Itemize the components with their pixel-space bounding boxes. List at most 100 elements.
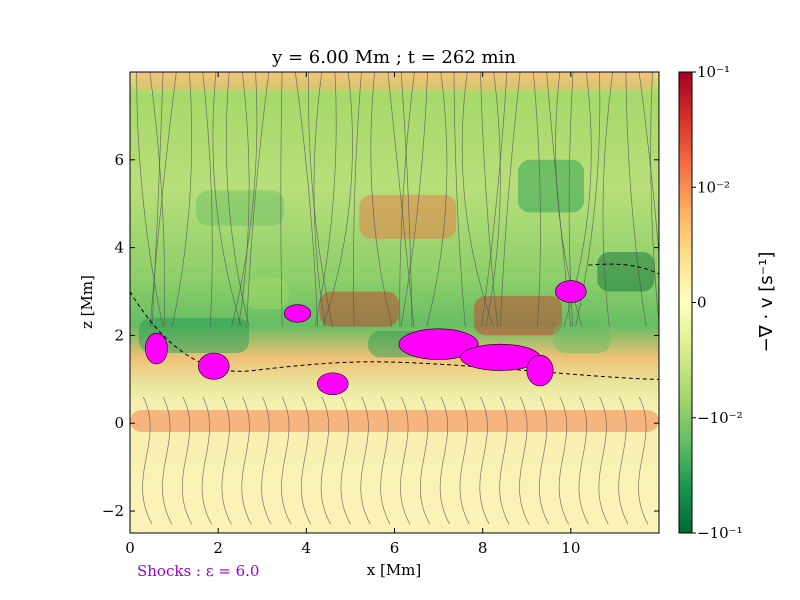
streamline (578, 396, 589, 525)
streamline (461, 72, 494, 327)
streamline (320, 396, 331, 525)
streamline (231, 72, 258, 327)
streamline (625, 72, 647, 327)
streamline (308, 72, 333, 327)
y-tick-label: 0 (114, 414, 124, 432)
streamline (314, 72, 337, 327)
streamline (149, 72, 165, 327)
colorbar-ticks: 10⁻¹ 10⁻² 0 −10⁻² −10⁻¹ (692, 63, 743, 542)
field-patch (517, 159, 585, 213)
shock-contours (130, 263, 659, 396)
field-patch (130, 410, 659, 433)
streamline (380, 396, 391, 525)
streamline (539, 396, 550, 525)
streamline (340, 396, 351, 525)
streamline (201, 396, 212, 525)
streamlines (136, 72, 659, 525)
field-patch (553, 322, 611, 353)
streamline (281, 396, 292, 525)
streamline (485, 72, 501, 327)
streamline (280, 72, 283, 327)
streamline (558, 396, 569, 525)
x-tick-label: 6 (390, 539, 400, 557)
streamline (360, 396, 371, 525)
y-tick-label: 6 (114, 151, 124, 169)
colorbar-tick-label: 10⁻² (697, 178, 730, 196)
streamline (226, 72, 250, 327)
x-tick-label: 8 (478, 539, 488, 557)
streamline (598, 396, 609, 525)
field-patch (134, 72, 655, 90)
streamline (499, 396, 510, 525)
streamline (370, 72, 393, 327)
colorbar-tick-label: −10⁻¹ (697, 524, 743, 542)
shock-region (398, 328, 479, 360)
streamline (400, 396, 411, 525)
streamline (399, 72, 415, 327)
plot-area (130, 72, 659, 533)
field-patch (244, 278, 289, 310)
streamline (136, 72, 164, 327)
x-axis-ticks: 0 2 4 6 8 10 (125, 72, 580, 557)
shock-region (198, 352, 230, 380)
streamline (171, 72, 193, 327)
streamline (650, 72, 659, 326)
field-patch (196, 190, 285, 226)
streamline (301, 396, 312, 525)
shock-region (555, 280, 587, 303)
streamline (439, 396, 450, 525)
x-tick-label: 0 (125, 539, 135, 557)
streamline (238, 72, 250, 327)
colorbar-label: −∇ · v [s⁻¹] (756, 252, 777, 353)
streamline (151, 72, 164, 327)
streamline (212, 72, 242, 327)
streamline (420, 396, 431, 525)
streamline (162, 396, 173, 525)
shock-region (317, 372, 349, 396)
streamline (481, 72, 508, 327)
streamline (246, 72, 270, 327)
streamline (638, 396, 649, 525)
colorbar-tick-label: 10⁻¹ (697, 63, 730, 81)
streamline (221, 396, 232, 525)
streamline (638, 72, 659, 259)
streamline (353, 72, 362, 327)
y-tick-label: −2 (102, 502, 124, 520)
y-tick-label: 4 (114, 239, 124, 257)
shock-region (526, 354, 554, 387)
y-tick-label: 2 (114, 326, 124, 344)
streamline (426, 72, 448, 327)
x-tick-label: 2 (213, 539, 223, 557)
field-patch (473, 295, 563, 336)
streamline (453, 72, 466, 327)
x-tick-label: 10 (561, 539, 580, 557)
colorbar (678, 71, 693, 534)
streamline (459, 396, 470, 525)
streamline (500, 72, 521, 327)
chart-title: y = 6.00 Mm ; t = 262 min (271, 47, 516, 68)
y-axis-label: z [Mm] (78, 275, 96, 329)
streamline (533, 72, 541, 327)
streamline (519, 396, 530, 525)
streamline (294, 72, 318, 327)
streamline (142, 396, 153, 525)
streamline (387, 72, 415, 327)
field-patch (359, 194, 457, 239)
dashed-contour (588, 263, 659, 275)
colorbar-tick-label: −10⁻² (697, 409, 743, 427)
streamline (322, 72, 353, 327)
streamline (182, 396, 193, 525)
shock-region (145, 332, 168, 365)
streamline (202, 72, 213, 327)
streamline (479, 396, 490, 525)
y-axis-ticks: −2 0 2 4 6 (102, 151, 659, 520)
streamline (400, 72, 428, 327)
field-patch (597, 252, 655, 292)
x-axis-label: x [Mm] (367, 561, 422, 579)
colorbar-tick-label: 0 (697, 294, 707, 312)
streamline (602, 72, 614, 327)
field-patch (319, 291, 399, 327)
streamline (313, 72, 326, 327)
streamline (149, 72, 177, 327)
streamline (241, 396, 252, 525)
